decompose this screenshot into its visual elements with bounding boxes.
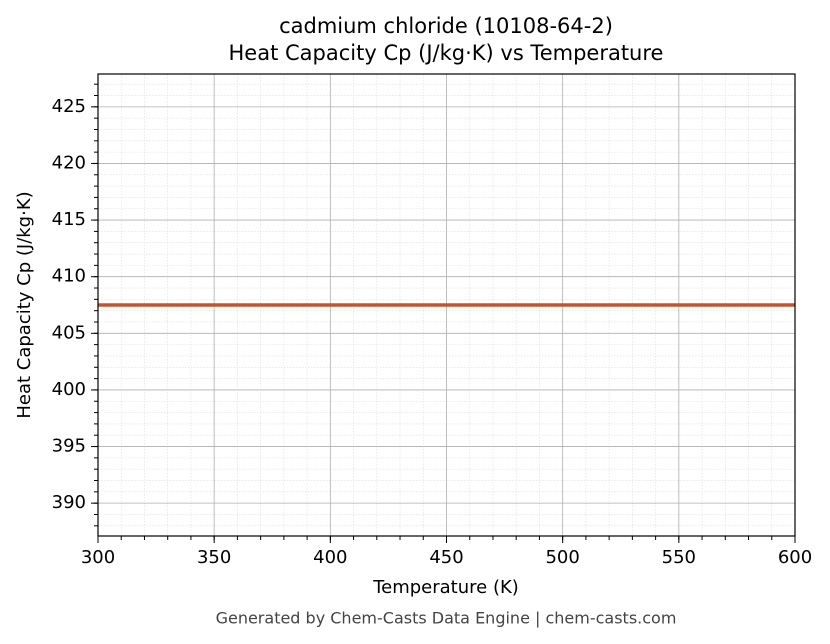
x-tick-label: 450 bbox=[429, 547, 463, 568]
x-tick-label: 500 bbox=[545, 547, 579, 568]
y-tick-label: 425 bbox=[52, 96, 86, 117]
chart-title: cadmium chloride (10108-64-2) bbox=[279, 14, 613, 38]
y-axis-label: Heat Capacity Cp (J/kg·K) bbox=[14, 191, 35, 418]
x-tick-label: 600 bbox=[778, 547, 812, 568]
plot-frame bbox=[97, 73, 796, 537]
y-tick-label: 410 bbox=[52, 266, 86, 287]
x-tick-label: 350 bbox=[197, 547, 231, 568]
y-tick-label: 395 bbox=[52, 436, 86, 457]
x-tick-label: 400 bbox=[313, 547, 347, 568]
x-tick-label: 550 bbox=[662, 547, 696, 568]
y-tick-label: 390 bbox=[52, 492, 86, 513]
y-tick-label: 420 bbox=[52, 152, 86, 173]
y-tick-label: 400 bbox=[52, 379, 86, 400]
footer: Generated by Chem-Casts Data Engine | ch… bbox=[216, 609, 677, 628]
x-tick-label: 300 bbox=[81, 547, 115, 568]
y-tick-label: 405 bbox=[52, 322, 86, 343]
chart-subtitle: Heat Capacity Cp (J/kg·K) vs Temperature bbox=[229, 41, 664, 65]
y-tick-label: 415 bbox=[52, 209, 86, 230]
x-axis-label: Temperature (K) bbox=[372, 577, 519, 598]
